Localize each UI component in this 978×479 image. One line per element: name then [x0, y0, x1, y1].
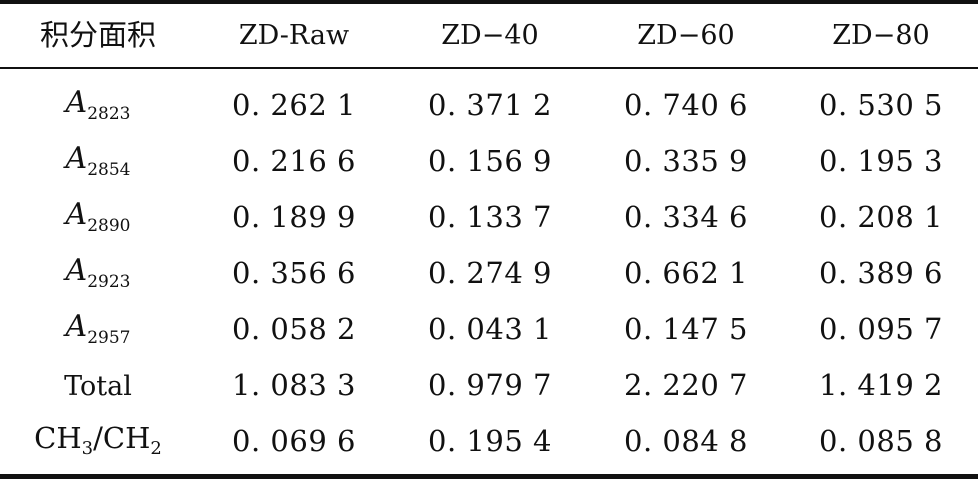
cell-zd-60: 0. 334 6 — [624, 199, 748, 234]
header-zd-40: ZD−40 — [441, 20, 539, 51]
cell-zd-raw: 0. 189 9 — [232, 199, 356, 234]
header-zd-raw: ZD-Raw — [238, 20, 350, 51]
cell-zd-raw: 0. 356 6 — [232, 255, 356, 290]
cell-zd-40: 0. 274 9 — [428, 255, 552, 290]
cell-zd-80: 0. 195 3 — [819, 143, 943, 178]
cell-zd-80: 0. 208 1 — [819, 199, 943, 234]
table-row: A2823 0. 262 1 0. 371 2 0. 740 6 0. 530 … — [0, 77, 978, 133]
cell-zd-80: 0. 095 7 — [819, 311, 943, 346]
table-header-row: 积分面积 ZD-Raw ZD−40 ZD−60 ZD−80 — [0, 4, 978, 67]
cell-zd-60: 0. 147 5 — [624, 311, 748, 346]
table-row: A2923 0. 356 6 0. 274 9 0. 662 1 0. 389 … — [0, 245, 978, 301]
table-row: Total 1. 083 3 0. 979 7 2. 220 7 1. 419 … — [0, 357, 978, 413]
cell-zd-60: 0. 662 1 — [624, 255, 748, 290]
cell-zd-40: 0. 979 7 — [428, 367, 552, 402]
header-zd-80: ZD−80 — [832, 20, 930, 51]
cell-zd-40: 0. 043 1 — [428, 311, 552, 346]
table-row: A2854 0. 216 6 0. 156 9 0. 335 9 0. 195 … — [0, 133, 978, 189]
header-integral-area: 积分面积 — [39, 18, 156, 52]
table-row: CH3/CH2 0. 069 6 0. 195 4 0. 084 8 0. 08… — [0, 413, 978, 469]
cell-zd-raw: 1. 083 3 — [232, 367, 356, 402]
cell-zd-40: 0. 156 9 — [428, 143, 552, 178]
row-label: CH3/CH2 — [34, 421, 162, 459]
table-body: A2823 0. 262 1 0. 371 2 0. 740 6 0. 530 … — [0, 77, 978, 469]
row-label: A2823 — [65, 84, 131, 124]
cell-zd-80: 0. 389 6 — [819, 255, 943, 290]
row-label: Total — [64, 370, 132, 402]
header-zd-60: ZD−60 — [637, 20, 735, 51]
cell-zd-80: 0. 530 5 — [819, 87, 943, 122]
cell-zd-60: 2. 220 7 — [624, 367, 748, 402]
row-label: A2854 — [65, 140, 131, 180]
cell-zd-40: 0. 133 7 — [428, 199, 552, 234]
cell-zd-60: 0. 084 8 — [624, 423, 748, 458]
cell-zd-raw: 0. 262 1 — [232, 87, 356, 122]
cell-zd-60: 0. 335 9 — [624, 143, 748, 178]
bottom-rule — [0, 474, 978, 479]
row-label: A2923 — [65, 252, 131, 292]
header-rule — [0, 67, 978, 69]
cell-zd-raw: 0. 058 2 — [232, 311, 356, 346]
table-row: A2890 0. 189 9 0. 133 7 0. 334 6 0. 208 … — [0, 189, 978, 245]
cell-zd-40: 0. 371 2 — [428, 87, 552, 122]
cell-zd-80: 1. 419 2 — [819, 367, 943, 402]
top-rule — [0, 0, 978, 4]
row-label: A2957 — [65, 308, 131, 348]
cell-zd-raw: 0. 069 6 — [232, 423, 356, 458]
row-label: A2890 — [65, 196, 131, 236]
cell-zd-40: 0. 195 4 — [428, 423, 552, 458]
cell-zd-raw: 0. 216 6 — [232, 143, 356, 178]
cell-zd-60: 0. 740 6 — [624, 87, 748, 122]
cell-zd-80: 0. 085 8 — [819, 423, 943, 458]
table-row: A2957 0. 058 2 0. 043 1 0. 147 5 0. 095 … — [0, 301, 978, 357]
